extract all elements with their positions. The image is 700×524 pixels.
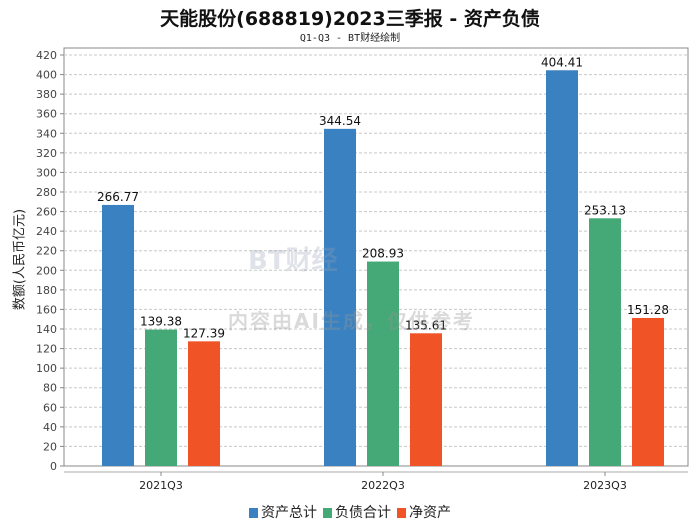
data-label: 344.54	[319, 114, 361, 128]
y-tick-label: 20	[43, 440, 57, 453]
legend: 资产总计 负债合计 净资产	[0, 502, 700, 522]
y-tick-label: 120	[36, 343, 57, 356]
data-label: 127.39	[183, 326, 225, 340]
legend-label: 负债合计	[335, 505, 391, 521]
y-tick-label: 160	[36, 303, 57, 316]
data-label: 253.13	[584, 203, 626, 217]
y-tick-label: 320	[36, 147, 57, 160]
y-tick-label: 380	[36, 88, 57, 101]
data-label: 135.61	[405, 318, 447, 332]
data-label: 208.93	[362, 247, 404, 261]
chart-subtitle: Q1-Q3 - BT财经绘制	[299, 33, 401, 44]
x-tick-label: 2023Q3	[583, 479, 627, 492]
y-tick-label: 200	[36, 264, 57, 277]
x-tick-label: 2022Q3	[361, 479, 405, 492]
y-tick-label: 360	[36, 108, 57, 121]
legend-item: 负债合计	[323, 502, 391, 522]
y-tick-label: 280	[36, 186, 57, 199]
data-label: 151.28	[627, 303, 669, 317]
watermark-text: 内容由AI生成，仅供参考	[228, 309, 475, 333]
y-tick-label: 300	[36, 166, 57, 179]
bar	[546, 70, 578, 467]
legend-swatch	[397, 508, 406, 518]
bar	[102, 204, 134, 466]
legend-item: 资产总计	[249, 502, 317, 522]
y-tick-label: 240	[36, 225, 57, 238]
y-tick-label: 260	[36, 206, 57, 219]
bar	[188, 341, 220, 466]
y-tick-label: 80	[43, 382, 57, 395]
y-tick-label: 140	[36, 323, 57, 336]
bar	[145, 329, 177, 466]
legend-swatch	[323, 508, 332, 518]
y-tick-label: 40	[43, 421, 57, 434]
y-tick-label: 420	[36, 49, 57, 62]
legend-label: 净资产	[409, 505, 451, 521]
y-tick-label: 180	[36, 284, 57, 297]
x-tick-label: 2021Q3	[139, 479, 183, 492]
y-tick-label: 0	[50, 460, 57, 473]
bar	[410, 333, 442, 466]
bar	[589, 218, 621, 466]
data-label: 404.41	[541, 55, 583, 69]
data-label: 139.38	[140, 315, 182, 329]
legend-swatch	[249, 508, 258, 518]
y-tick-label: 220	[36, 245, 57, 258]
y-tick-label: 60	[43, 401, 57, 414]
y-tick-label: 400	[36, 69, 57, 82]
bar	[367, 261, 399, 466]
chart-title: 天能股份(688819)2023三季报 - 资产负债	[160, 8, 540, 30]
bar	[632, 317, 664, 466]
legend-item: 净资产	[397, 502, 451, 522]
data-label: 266.77	[97, 190, 139, 204]
y-tick-label: 340	[36, 127, 57, 140]
watermark-logo: BT财经	[248, 246, 338, 276]
legend-label: 资产总计	[261, 505, 317, 521]
y-tick-label: 100	[36, 362, 57, 375]
bar	[324, 128, 356, 466]
